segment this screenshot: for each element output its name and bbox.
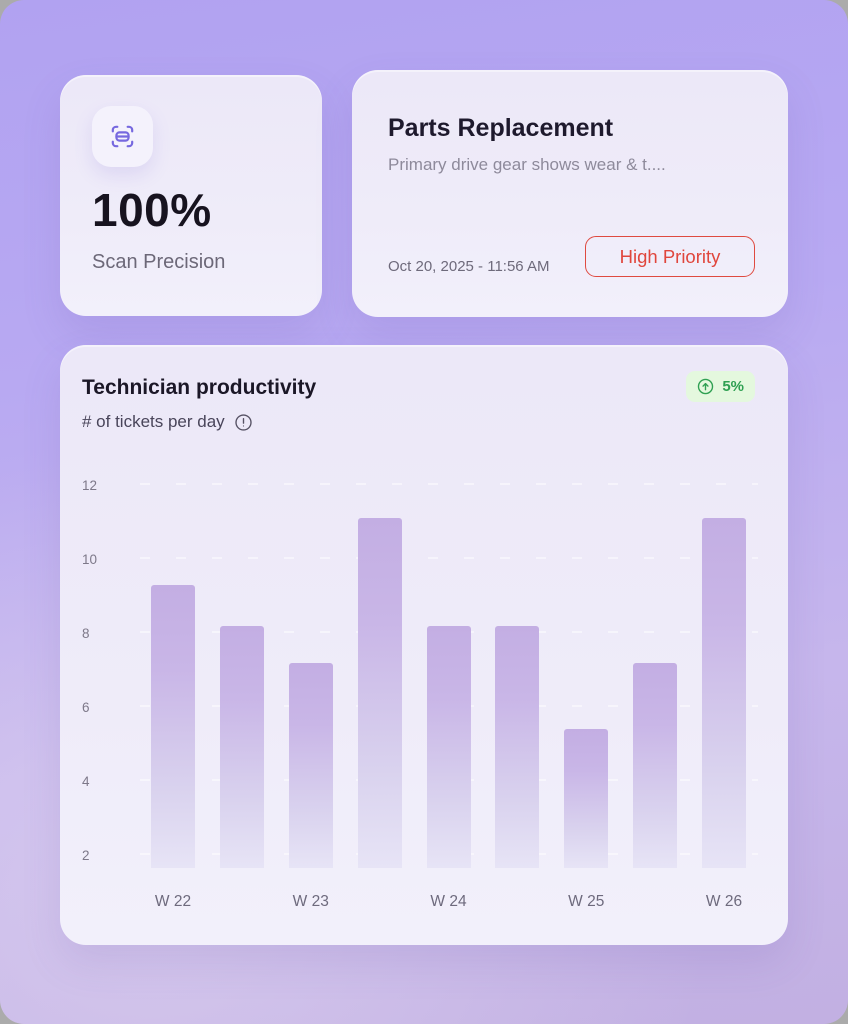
x-axis-label: W 25 <box>568 893 605 910</box>
y-axis-tick-label: 4 <box>82 774 90 790</box>
y-axis-tick-label: 6 <box>82 700 90 716</box>
x-axis-label: W 22 <box>154 893 192 910</box>
arrow-up-circle-icon <box>698 378 714 395</box>
bar <box>564 729 609 868</box>
productivity-chart-card: Technician productivity # of tickets per… <box>60 345 788 945</box>
bar-chart: 2 4 6 8 10 12 <box>82 474 758 868</box>
info-icon[interactable] <box>234 413 253 432</box>
scan-precision-value: 100% <box>92 184 212 236</box>
x-axis-label: W 23 <box>292 893 329 910</box>
bar <box>357 518 402 868</box>
bar <box>495 625 540 868</box>
bar <box>702 518 746 868</box>
scan-precision-card: 100% Scan Precision <box>60 75 322 316</box>
trend-value: 5% <box>722 378 744 395</box>
parts-replacement-card[interactable]: Parts Replacement Primary drive gear sho… <box>352 70 788 317</box>
gridline <box>140 557 758 560</box>
ticket-title: Parts Replacement <box>388 114 614 142</box>
bar <box>288 662 333 868</box>
bar <box>426 625 471 868</box>
bar <box>151 585 195 868</box>
ticket-description: Primary drive gear shows wear & t.... <box>388 155 666 174</box>
scan-precision-label: Scan Precision <box>92 251 226 273</box>
y-axis-tick-label: 8 <box>82 626 90 642</box>
scan-icon <box>111 125 134 148</box>
trend-badge: 5% <box>686 371 755 402</box>
y-axis-tick-label: 2 <box>82 848 90 864</box>
x-axis-label: W 24 <box>430 893 467 910</box>
y-axis-tick-label: 10 <box>82 552 98 568</box>
x-axis-label: W 26 <box>705 893 743 910</box>
scan-icon-container <box>92 106 153 167</box>
y-axis-tick-label: 12 <box>82 478 98 494</box>
x-axis: W 22 W 23 W 24 W 25 W 26 <box>151 893 746 911</box>
gridline <box>140 483 758 486</box>
bar <box>633 662 678 868</box>
bar <box>219 625 264 868</box>
chart-subtitle: # of tickets per day <box>82 412 225 431</box>
chart-title: Technician productivity <box>82 376 317 399</box>
high-priority-button[interactable]: High Priority <box>585 236 755 277</box>
ticket-timestamp: Oct 20, 2025 - 11:56 AM <box>388 258 550 275</box>
bars-area <box>151 474 746 868</box>
